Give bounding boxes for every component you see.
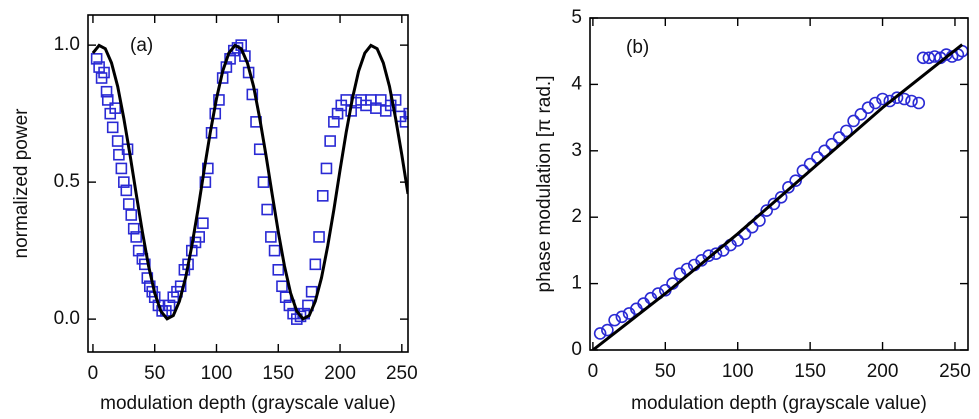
square-marker [163, 299, 176, 312]
y-axis-label: phase modulation [π rad.] [534, 76, 555, 293]
circle-marker [847, 114, 860, 128]
square-marker [202, 162, 214, 175]
y-tick-label: 0.0 [54, 308, 80, 329]
panel-label: (a) [130, 35, 153, 56]
square-marker [118, 176, 130, 188]
circle-marker [876, 92, 889, 106]
circle-marker [832, 131, 846, 144]
square-marker [324, 135, 336, 147]
circle-marker [702, 249, 716, 263]
panel-label: (b) [626, 37, 649, 58]
x-tick-label: 200 [867, 361, 899, 382]
square-marker [305, 285, 318, 298]
y-tick-label: 0.5 [54, 171, 80, 192]
square-marker [268, 244, 281, 257]
y-tick-label: 3 [571, 140, 582, 161]
square-marker [109, 102, 121, 114]
square-marker [106, 121, 119, 134]
plot-frame [589, 17, 969, 351]
y-tick-label: 0 [571, 339, 582, 360]
plot-frame [87, 14, 409, 353]
circle-marker [905, 94, 918, 108]
circle-marker [869, 96, 882, 110]
circle-marker [897, 92, 911, 106]
circle-marker [825, 137, 839, 151]
circle-marker [890, 91, 904, 104]
circle-marker [760, 204, 773, 217]
circle-marker [912, 96, 926, 110]
x-tick-label: 50 [655, 361, 676, 382]
y-tick-label: 1 [571, 273, 582, 294]
square-marker [122, 198, 135, 210]
square-marker [331, 107, 344, 120]
x-axis-label: modulation depth (grayscale value) [631, 393, 927, 414]
square-marker [197, 217, 209, 230]
circle-marker [593, 327, 607, 340]
x-tick-label: 100 [201, 363, 233, 384]
circle-marker [774, 190, 788, 204]
y-tick-label: 2 [571, 206, 582, 227]
square-marker [246, 88, 259, 101]
square-marker [316, 190, 329, 202]
square-marker [399, 116, 408, 128]
square-marker [115, 162, 128, 175]
circle-marker [883, 94, 897, 108]
x-tick-label: 0 [588, 361, 599, 382]
square-marker [100, 85, 113, 98]
square-marker [132, 244, 145, 257]
square-marker [320, 162, 333, 175]
square-marker [213, 94, 225, 106]
y-tick-label: 1.0 [54, 34, 80, 55]
square-marker [261, 203, 273, 216]
x-tick-label: 50 [144, 363, 165, 384]
square-marker [130, 231, 142, 243]
circle-marker [782, 181, 795, 194]
square-marker [272, 264, 285, 276]
square-marker [90, 53, 103, 65]
y-axis-label: normalized power [11, 108, 32, 259]
x-tick-label: 150 [794, 361, 826, 382]
circle-marker [709, 247, 723, 261]
square-marker [111, 135, 124, 147]
x-tick-label: 150 [262, 363, 294, 384]
y-tick-label: 4 [571, 73, 582, 94]
square-marker [127, 222, 140, 235]
x-tick-label: 200 [324, 363, 356, 384]
x-tick-label: 250 [939, 361, 971, 382]
square-marker [265, 231, 277, 243]
y-tick-label: 5 [571, 7, 582, 28]
circle-marker [767, 197, 781, 211]
circle-marker [601, 323, 614, 337]
square-marker [313, 231, 325, 243]
circle-marker [854, 107, 868, 121]
circle-marker [608, 313, 621, 327]
square-marker [125, 209, 138, 221]
square-marker [276, 280, 288, 293]
fit-line [91, 43, 408, 321]
circle-marker [789, 174, 802, 187]
x-axis-label: modulation depth (grayscale value) [100, 393, 396, 414]
square-marker [257, 176, 270, 188]
square-marker [239, 50, 251, 62]
fit-line [591, 43, 964, 350]
circle-marker [928, 50, 941, 63]
square-marker [328, 116, 340, 128]
square-marker [101, 94, 114, 106]
x-tick-label: 250 [386, 363, 418, 384]
square-marker [309, 258, 322, 271]
x-tick-label: 0 [88, 363, 99, 384]
square-marker [120, 184, 133, 197]
circle-marker [840, 124, 853, 138]
square-marker [199, 176, 212, 188]
square-marker [98, 66, 110, 79]
x-tick-label: 100 [722, 361, 754, 382]
circle-marker [615, 310, 629, 324]
square-marker [139, 258, 151, 271]
square-marker [403, 107, 408, 120]
